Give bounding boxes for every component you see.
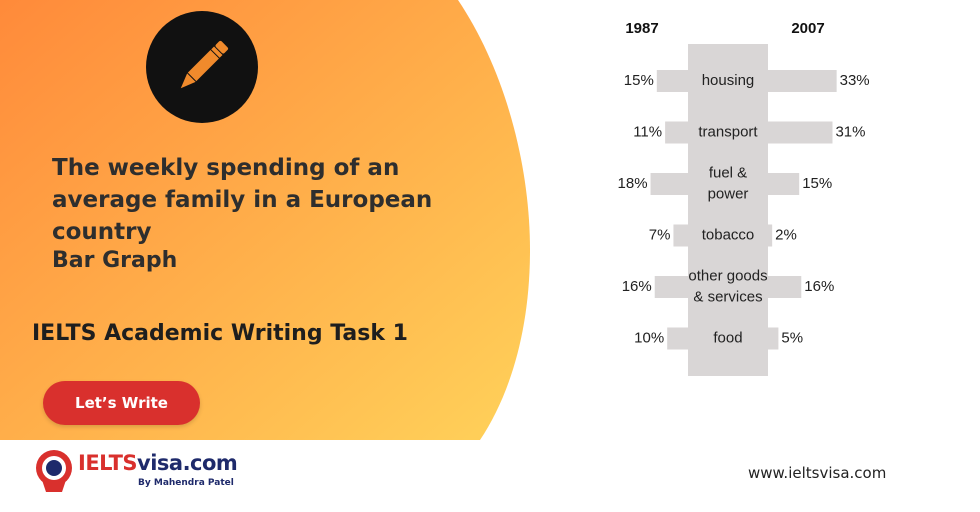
bar-2007-2: [768, 173, 800, 195]
logo-part-1: IELTS: [78, 451, 138, 475]
value-label-1987-1: 11%: [633, 123, 662, 140]
category-label-3-0: tobacco: [702, 226, 755, 243]
bars-group: 15% 33% housing 11% 31% transport 18% 15% fuel &…: [618, 70, 870, 350]
bar-1987-2: [650, 173, 688, 195]
bar-1987-3: [673, 224, 688, 247]
bar-1987-4: [654, 276, 688, 298]
bar-2007-0: [768, 70, 837, 92]
value-label-2007-0: 33%: [840, 72, 870, 89]
value-label-2007-4: 16%: [804, 278, 834, 295]
category-label-0-0: housing: [702, 72, 755, 89]
category-label-4-0: other goods: [688, 267, 767, 284]
value-label-1987-3: 7%: [649, 226, 671, 243]
value-label-2007-3: 2%: [775, 226, 797, 243]
ieltsvisa-logo[interactable]: IELTSvisa.com By Mahendra Patel: [34, 448, 254, 498]
bar-2007-5: [768, 327, 779, 350]
category-label-5-0: food: [713, 329, 742, 346]
logo-part-2: visa.com: [137, 451, 238, 475]
logo-wordmark: IELTSvisa.com: [78, 451, 238, 475]
page-title: The weekly spending of an average family…: [52, 155, 433, 245]
bar-2007-1: [768, 121, 833, 144]
orange-background: [0, 0, 530, 440]
bar-2007-4: [768, 276, 802, 298]
logo-tagline: By Mahendra Patel: [138, 478, 234, 488]
category-label-1-0: transport: [698, 123, 758, 140]
value-label-1987-4: 16%: [622, 278, 652, 295]
website-link[interactable]: www.ieltsvisa.com: [748, 464, 887, 482]
pencil-icon: [180, 40, 229, 89]
value-label-1987-0: 15%: [624, 72, 654, 89]
value-label-2007-5: 5%: [781, 329, 803, 346]
value-label-2007-2: 15%: [802, 175, 832, 192]
bar-1987-5: [667, 327, 688, 350]
value-label-2007-1: 31%: [835, 123, 865, 140]
bar-1987-1: [665, 121, 688, 144]
category-label-2-1: power: [708, 185, 749, 202]
bar-1987-0: [656, 70, 688, 92]
globe-logo-icon: [36, 450, 72, 492]
bar-2007-3: [768, 224, 773, 247]
value-label-1987-5: 10%: [634, 329, 664, 346]
hero-banner: [0, 0, 530, 440]
category-spine: [688, 44, 768, 376]
category-label-2-0: fuel &: [709, 164, 747, 181]
value-label-1987-2: 18%: [618, 175, 648, 192]
category-label-4-1: & services: [693, 288, 762, 305]
pencil-icon-badge: [146, 11, 258, 123]
spending-chart: 1987 2007 15% 33% housing 11% 31% transport 18…: [618, 20, 870, 376]
task-label: IELTS Academic Writing Task 1: [32, 321, 408, 346]
series-label-1987: 1987: [625, 20, 658, 37]
series-label-2007: 2007: [791, 20, 824, 37]
lets-write-button[interactable]: Let’s Write: [43, 381, 200, 425]
graph-type-label: Bar Graph: [52, 248, 178, 273]
